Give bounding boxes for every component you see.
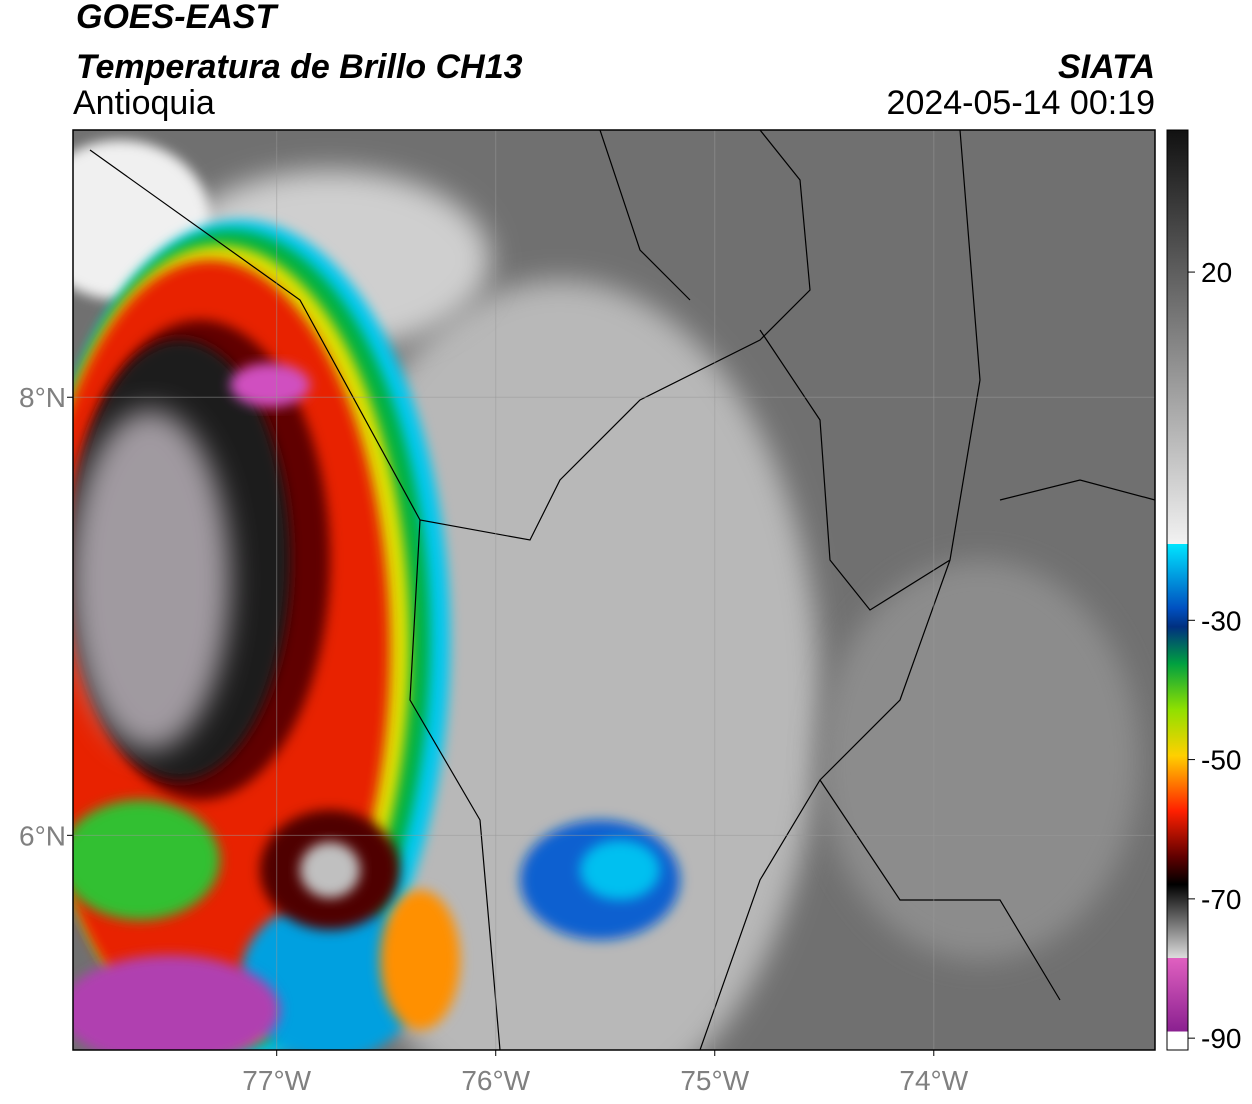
colorbar-tick-label: -30 xyxy=(1201,605,1241,636)
colorbar-tick-label: -70 xyxy=(1201,884,1241,915)
x-tick-label: 76°W xyxy=(461,1065,530,1096)
y-tick-label: 8°N xyxy=(19,382,66,413)
colorbar-tick-label: 20 xyxy=(1201,257,1232,288)
satellite-image xyxy=(73,130,1155,1050)
colorbar-tick-label: -90 xyxy=(1201,1023,1241,1054)
x-tick-label: 74°W xyxy=(899,1065,968,1096)
region: Antioquia xyxy=(73,84,215,122)
colorbar-tick-label: -50 xyxy=(1201,745,1241,776)
source: SIATA xyxy=(1058,48,1155,86)
x-tick-label: 77°W xyxy=(242,1065,311,1096)
title: GOES-EAST xyxy=(76,0,279,36)
datetime: 2024-05-14 00:19 xyxy=(887,84,1155,122)
colorbar xyxy=(1166,129,1189,1051)
x-tick-label: 75°W xyxy=(680,1065,749,1096)
subtitle: Temperatura de Brillo CH13 xyxy=(76,48,523,86)
y-tick-label: 6°N xyxy=(19,820,66,851)
map-frame xyxy=(72,129,1156,1051)
borders xyxy=(89,130,1155,1050)
